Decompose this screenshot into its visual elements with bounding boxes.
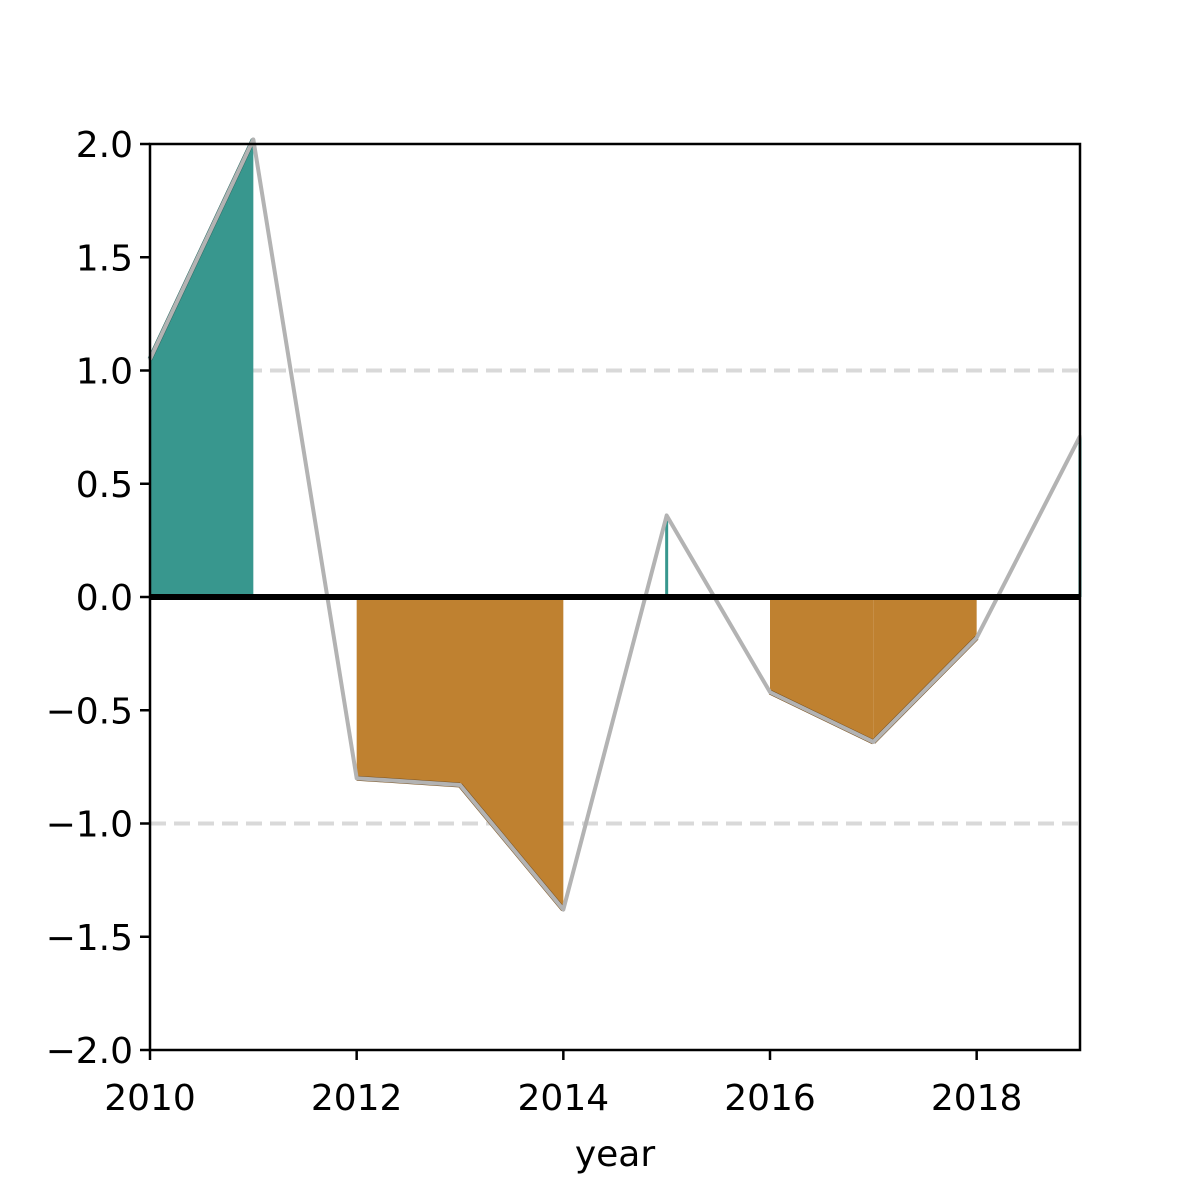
data-point-8 xyxy=(975,636,979,640)
data-point-7 xyxy=(871,740,875,744)
y-tick-label-6: 1.0 xyxy=(76,352,133,393)
x-tick-label-1: 2012 xyxy=(311,1078,403,1119)
negative-area-segment-3 xyxy=(460,597,564,910)
y-tick-label-1: −1.5 xyxy=(46,918,133,959)
x-tick-label-4: 2018 xyxy=(931,1078,1023,1119)
x-ticks-group: 2010 2012 2014 2016 2018 xyxy=(104,1050,1022,1119)
data-point-2 xyxy=(355,776,359,780)
y-tick-label-2: −1.0 xyxy=(46,805,133,846)
x-tick-label-0: 2010 xyxy=(104,1078,196,1119)
x-tick-label-3: 2016 xyxy=(724,1078,816,1119)
x-axis-title: year xyxy=(575,1134,656,1175)
reference-lines-group xyxy=(150,368,1080,826)
positive-area-segment-0 xyxy=(150,139,254,597)
area-fills-group xyxy=(147,138,1082,912)
data-point-4 xyxy=(561,908,565,912)
y-tick-label-0: −2.0 xyxy=(46,1031,133,1072)
negative-area-segment-7 xyxy=(873,597,977,742)
y-tick-label-7: 1.5 xyxy=(76,238,133,279)
negative-area-segment-6 xyxy=(770,597,874,742)
y-tick-label-8: 2.0 xyxy=(76,125,133,166)
y-tick-label-4: 0.0 xyxy=(76,578,133,619)
y-tick-label-5: 0.5 xyxy=(76,465,133,506)
series-line-group xyxy=(148,137,1082,912)
x-tick-label-2: 2014 xyxy=(518,1078,610,1119)
negative-area-segment-2 xyxy=(356,597,460,785)
data-point-5 xyxy=(665,513,669,517)
y-tick-label-3: −0.5 xyxy=(46,691,133,732)
series-line xyxy=(148,137,1082,912)
data-point-6 xyxy=(768,690,772,694)
data-point-1 xyxy=(251,137,255,141)
y-ticks-group: −2.0 −1.5 −1.0 −0.5 0.0 0.5 1.0 1.5 2.0 xyxy=(46,125,150,1072)
data-point-3 xyxy=(458,783,462,787)
